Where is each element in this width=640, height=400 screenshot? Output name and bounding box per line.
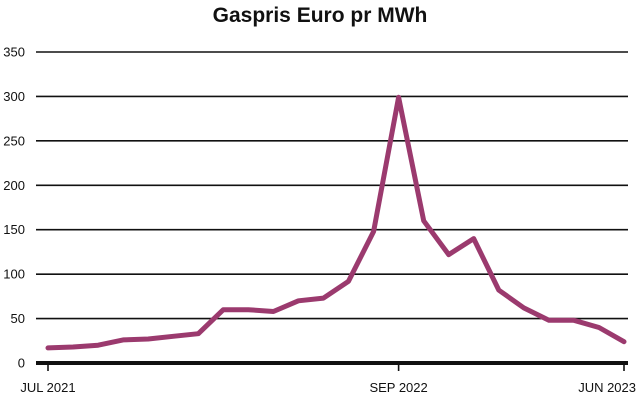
grid-lines: [36, 51, 628, 320]
data-point-8: [246, 307, 251, 312]
data-point-7: [221, 307, 226, 312]
data-point-16: [446, 252, 451, 257]
data-point-19: [521, 305, 526, 310]
data-point-18: [496, 288, 501, 293]
y-tick-label-100: 100: [3, 267, 25, 282]
data-point-12: [346, 279, 351, 284]
y-tick-label-250: 250: [3, 133, 25, 148]
data-point-22: [596, 325, 601, 330]
x-tick-label-2: JUN 2023: [578, 380, 636, 395]
chart-title: Gaspris Euro pr MWh: [213, 4, 428, 27]
data-point-3: [121, 337, 126, 342]
data-point-17: [471, 236, 476, 241]
x-tick-label-1: SEP 2022: [369, 380, 427, 395]
data-point-21: [571, 318, 576, 323]
series-line: [45, 94, 627, 351]
y-tick-label-200: 200: [3, 178, 25, 193]
data-point-1: [71, 345, 76, 350]
y-axis-tick-labels: 0 50 100 150 200 250 300 350: [3, 45, 25, 371]
y-tick-label-50: 50: [11, 311, 25, 326]
y-tick-label-150: 150: [3, 222, 25, 237]
data-point-23: [622, 339, 627, 344]
data-point-20: [546, 318, 551, 323]
data-point-4: [146, 337, 151, 342]
data-point-2: [96, 343, 101, 348]
data-point-14: [396, 95, 401, 100]
y-tick-label-0: 0: [18, 356, 25, 371]
y-tick-label-350: 350: [3, 45, 25, 60]
data-point-15: [421, 218, 426, 223]
data-point-11: [321, 296, 326, 301]
data-point-6: [196, 331, 201, 336]
data-point-13: [371, 229, 376, 234]
data-point-9: [271, 309, 276, 314]
x-tick-label-0: JUL 2021: [20, 380, 75, 395]
x-axis-ticks: JUL 2021 SEP 2022 JUN 2023: [20, 363, 636, 395]
series-layer: [45, 94, 627, 351]
data-point-5: [171, 334, 176, 339]
data-point-10: [296, 298, 301, 303]
data-point-0: [46, 345, 51, 350]
y-tick-label-300: 300: [3, 89, 25, 104]
